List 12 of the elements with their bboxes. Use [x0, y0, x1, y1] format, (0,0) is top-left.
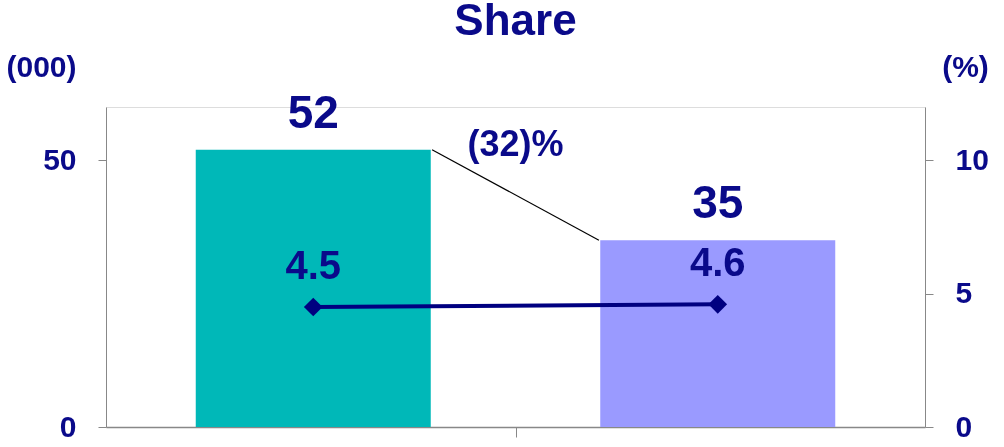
y2-tick-label: 0 — [955, 409, 973, 443]
y2-tick-label: 5 — [955, 276, 973, 310]
data-label: 4.5 — [285, 243, 342, 287]
y-tick-label: 50 — [43, 142, 77, 176]
data-label: 35 — [692, 176, 744, 229]
data-label: 52 — [287, 85, 339, 138]
y-axis-title: (000) — [6, 49, 77, 83]
y2-axis-title: (%) — [942, 49, 989, 83]
chart-title: Share — [454, 0, 577, 44]
data-label: 4.6 — [689, 240, 746, 285]
y2-tick-label: 10 — [955, 142, 989, 176]
annotation: (32)% — [467, 122, 564, 164]
